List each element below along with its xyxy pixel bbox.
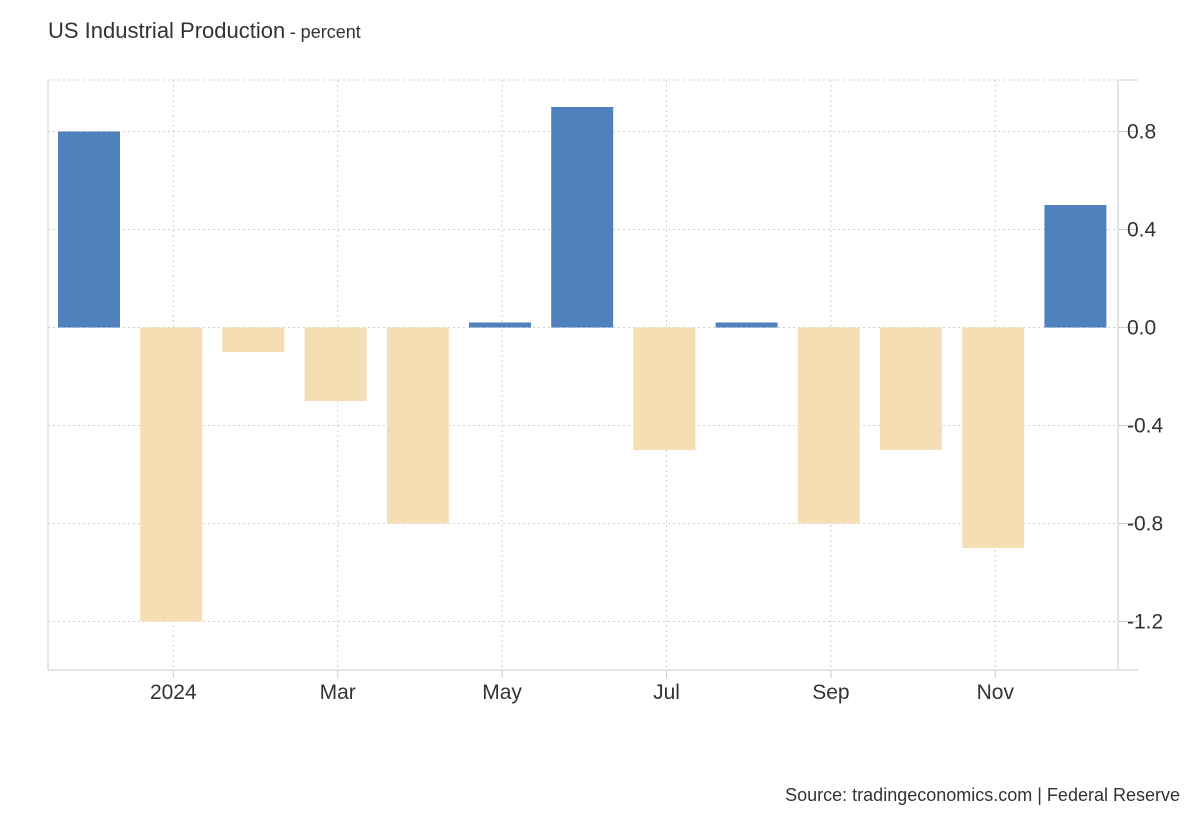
x-tick-label: Jul [653, 681, 680, 704]
chart-subtitle: - percent [289, 22, 361, 42]
bar [633, 327, 696, 450]
x-tick-label: May [482, 681, 522, 704]
y-tick-label: -0.8 [1127, 513, 1163, 536]
chart-title: US Industrial Production - percent [48, 18, 361, 44]
x-tick-label: Mar [320, 681, 356, 704]
x-tick-label: Nov [977, 681, 1015, 704]
y-tick-label: 0.8 [1127, 121, 1156, 144]
bar [140, 327, 203, 622]
bar [222, 327, 285, 352]
bar [386, 327, 449, 524]
bar [880, 327, 942, 450]
y-tick-label: 0.0 [1127, 317, 1156, 340]
bar [1044, 205, 1107, 328]
bar [715, 322, 778, 328]
source-note: Source: tradingeconomics.com | Federal R… [785, 785, 1180, 805]
bar [58, 131, 120, 328]
x-tick-label: 2024 [150, 681, 197, 704]
bar [962, 327, 1025, 548]
labels-layer: 0.8 0.4 0.0 -0.4 -0.8 -1.2 2024 Mar May Jul Sep Nov [150, 121, 1164, 705]
y-tick-label: 0.4 [1127, 219, 1157, 242]
axis-layer [47, 79, 1138, 678]
chart-title-main: US Industrial Production [48, 18, 286, 43]
bar [304, 327, 367, 401]
y-tick-label: -0.4 [1127, 415, 1164, 438]
bars-layer [58, 107, 1107, 622]
x-tick-label: Sep [812, 681, 849, 704]
bar [469, 322, 531, 328]
bar [797, 327, 860, 524]
y-tick-label: -1.2 [1127, 611, 1163, 634]
bar [551, 107, 614, 328]
